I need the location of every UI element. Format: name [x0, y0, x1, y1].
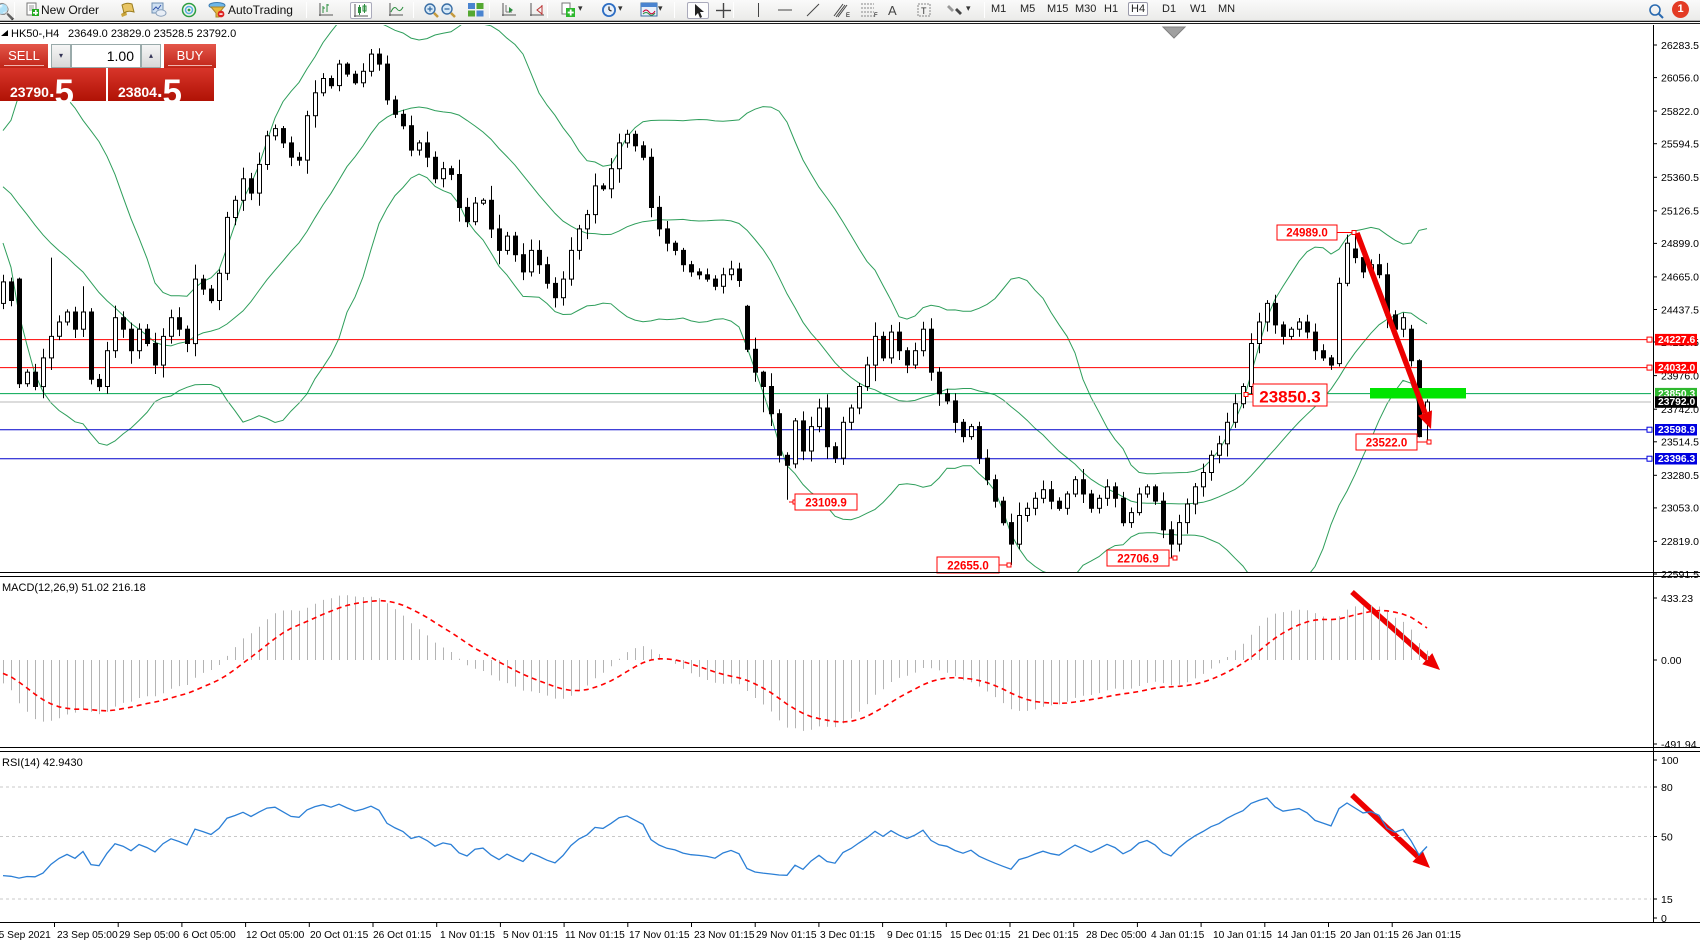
svg-text:23522.0: 23522.0 — [1366, 438, 1408, 450]
svg-text:23396.3: 23396.3 — [1658, 454, 1695, 465]
svg-text:14 Jan 01:15: 14 Jan 01:15 — [1277, 930, 1336, 941]
svg-text:25822.0: 25822.0 — [1661, 106, 1699, 118]
svg-text:-491.94: -491.94 — [1661, 739, 1697, 751]
svg-text:0: 0 — [1661, 913, 1667, 925]
svg-text:24437.5: 24437.5 — [1661, 304, 1699, 316]
svg-text:E: E — [846, 13, 850, 18]
svg-text:25360.5: 25360.5 — [1661, 172, 1699, 184]
svg-text:22819.0: 22819.0 — [1661, 536, 1699, 548]
svg-text:21 Dec 01:15: 21 Dec 01:15 — [1018, 930, 1079, 941]
svg-text:80: 80 — [1661, 782, 1673, 794]
svg-text:0.00: 0.00 — [1661, 655, 1682, 667]
svg-text:29 Nov 01:15: 29 Nov 01:15 — [756, 930, 817, 941]
svg-text:12 Oct 05:00: 12 Oct 05:00 — [246, 930, 305, 941]
svg-text:25594.5: 25594.5 — [1661, 139, 1699, 151]
svg-text:9 Dec 01:15: 9 Dec 01:15 — [887, 930, 942, 941]
svg-text:MACD(12,26,9) 51.02 216.18: MACD(12,26,9) 51.02 216.18 — [2, 582, 146, 594]
svg-text:23598.9: 23598.9 — [1658, 425, 1695, 436]
svg-text:23 Sep 05:00: 23 Sep 05:00 — [57, 930, 118, 941]
svg-text:24899.0: 24899.0 — [1661, 238, 1699, 250]
svg-text:23109.9: 23109.9 — [805, 498, 847, 510]
svg-text:4 Jan 01:15: 4 Jan 01:15 — [1151, 930, 1205, 941]
svg-text:11 Nov 01:15: 11 Nov 01:15 — [565, 930, 625, 941]
svg-text:15 Dec 01:15: 15 Dec 01:15 — [950, 930, 1011, 941]
svg-text:24032.0: 24032.0 — [1658, 363, 1695, 374]
svg-text:50: 50 — [1661, 831, 1673, 843]
svg-text:23053.0: 23053.0 — [1661, 503, 1699, 515]
svg-text:23514.5: 23514.5 — [1661, 437, 1699, 449]
svg-text:26 Jan 01:15: 26 Jan 01:15 — [1402, 930, 1461, 941]
svg-text:T: T — [921, 6, 927, 16]
svg-text:24989.0: 24989.0 — [1286, 228, 1328, 240]
svg-text:HK50-,H4: HK50-,H4 — [11, 28, 59, 40]
svg-text:20 Jan 01:15: 20 Jan 01:15 — [1340, 930, 1399, 941]
svg-text:29 Sep 05:00: 29 Sep 05:00 — [119, 930, 180, 941]
svg-text:26 Oct 01:15: 26 Oct 01:15 — [373, 930, 432, 941]
svg-text:26283.5: 26283.5 — [1661, 40, 1699, 52]
svg-text:22591.5: 22591.5 — [1661, 569, 1699, 581]
svg-text:10 Jan 01:15: 10 Jan 01:15 — [1213, 930, 1272, 941]
svg-text:23649.0 23829.0 23528.5 23792.: 23649.0 23829.0 23528.5 23792.0 — [68, 28, 236, 40]
svg-text:24227.6: 24227.6 — [1658, 335, 1695, 346]
svg-text:23850.3: 23850.3 — [1259, 388, 1320, 407]
svg-text:1 Nov 01:15: 1 Nov 01:15 — [440, 930, 495, 941]
svg-text:28 Dec 05:00: 28 Dec 05:00 — [1086, 930, 1147, 941]
svg-text:25126.5: 25126.5 — [1661, 206, 1699, 218]
svg-text:5 Nov 01:15: 5 Nov 01:15 — [503, 930, 558, 941]
svg-text:22655.0: 22655.0 — [947, 561, 989, 573]
svg-text:15: 15 — [1661, 894, 1673, 906]
svg-text:100: 100 — [1661, 755, 1679, 767]
svg-text:15 Sep 2021: 15 Sep 2021 — [0, 930, 51, 941]
svg-text:17 Nov 01:15: 17 Nov 01:15 — [629, 930, 690, 941]
svg-text:RSI(14) 42.9430: RSI(14) 42.9430 — [2, 757, 83, 769]
svg-text:3 Dec 01:15: 3 Dec 01:15 — [820, 930, 875, 941]
svg-text:23 Nov 01:15: 23 Nov 01:15 — [694, 930, 755, 941]
svg-text:6 Oct 05:00: 6 Oct 05:00 — [183, 930, 236, 941]
svg-text:23280.5: 23280.5 — [1661, 470, 1699, 482]
svg-text:433.23: 433.23 — [1661, 593, 1693, 605]
svg-text:23792.0: 23792.0 — [1658, 397, 1695, 408]
svg-text:24665.0: 24665.0 — [1661, 272, 1699, 284]
svg-text:23850.3: 23850.3 — [1658, 389, 1695, 400]
svg-text:20 Oct 01:15: 20 Oct 01:15 — [310, 930, 369, 941]
svg-text:26056.0: 26056.0 — [1661, 72, 1699, 84]
svg-text:F: F — [874, 13, 878, 18]
svg-text:22706.9: 22706.9 — [1117, 554, 1159, 566]
